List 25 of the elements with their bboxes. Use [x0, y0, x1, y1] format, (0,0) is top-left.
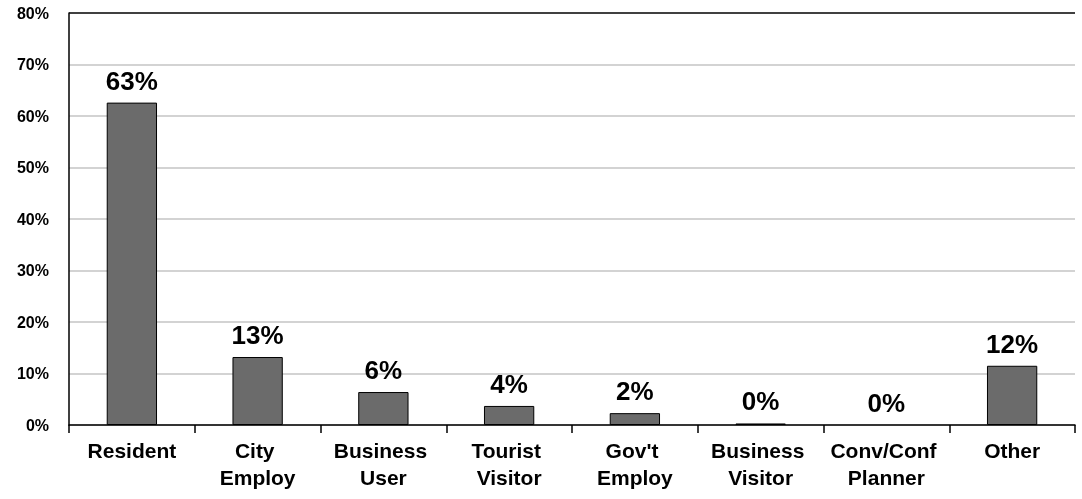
x-tick-label: Other: [984, 439, 1041, 462]
y-tick-label: 40%: [16, 210, 49, 228]
data-label: 0%: [867, 388, 906, 418]
data-label: 6%: [364, 355, 403, 386]
data-label: 13%: [231, 320, 284, 351]
y-tick-label: 50%: [16, 159, 49, 176]
x-tick-label: Business Visitor: [711, 439, 811, 489]
x-tick-label: Tourist Visitor: [471, 439, 547, 489]
data-label: 2%: [616, 376, 654, 407]
data-label: 4%: [490, 368, 528, 399]
data-label: 0%: [741, 386, 780, 417]
x-tick-label: Business User: [333, 439, 433, 489]
x-tick-label: Resident: [87, 439, 177, 462]
y-tick-label: 80%: [16, 4, 49, 22]
x-tick-label: Gov't Employ: [596, 439, 674, 489]
y-tick-label: 70%: [16, 56, 49, 73]
x-tick-label: City Employ: [219, 439, 296, 489]
x-tick-label: Conv/Conf Planner: [830, 439, 943, 489]
y-tick-label: 60%: [16, 107, 49, 125]
y-tick-label: 20%: [16, 313, 49, 331]
y-tick-label: 10%: [16, 365, 49, 382]
y-tick-label: 30%: [16, 262, 49, 279]
data-label: 63%: [105, 65, 158, 96]
data-label: 12%: [986, 328, 1039, 359]
y-tick-label: 0%: [25, 416, 49, 434]
